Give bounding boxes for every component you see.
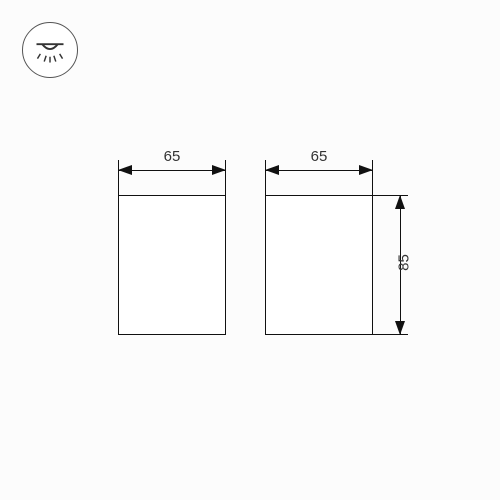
front-view-rect bbox=[118, 195, 226, 335]
dim-height-arrow-top bbox=[395, 195, 405, 209]
side-view-rect bbox=[265, 195, 373, 335]
dim-width2-label: 65 bbox=[265, 148, 373, 165]
dim-width1-line bbox=[118, 170, 226, 171]
dim-width2-line bbox=[265, 170, 373, 171]
ceiling-light-icon bbox=[23, 23, 77, 77]
dim-height-label: 85 bbox=[396, 253, 413, 273]
dim-width2-arrow-right bbox=[359, 165, 373, 175]
dim-width2-arrow-left bbox=[265, 165, 279, 175]
dim-width1-arrow-left bbox=[118, 165, 132, 175]
dim-height-arrow-bottom bbox=[395, 321, 405, 335]
icon-badge bbox=[22, 22, 78, 78]
dim-width1-arrow-right bbox=[212, 165, 226, 175]
drawing-canvas: 65 65 85 bbox=[0, 0, 500, 500]
dim-width1-label: 65 bbox=[118, 148, 226, 165]
